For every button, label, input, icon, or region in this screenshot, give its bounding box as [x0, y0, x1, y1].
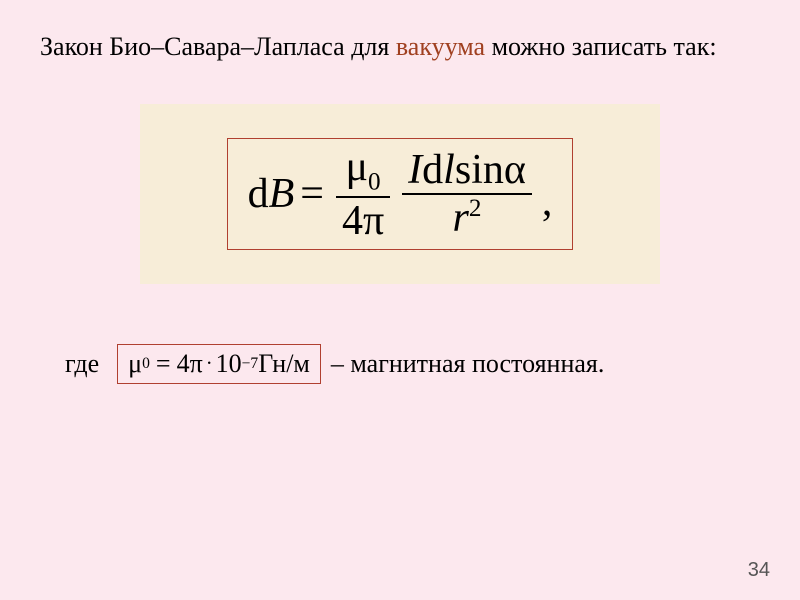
const-eq: = [156, 349, 171, 379]
mu: μ [346, 144, 369, 190]
formula-lhs: dB [248, 170, 295, 218]
fraction-mu0-4pi: μ0 4π [336, 144, 390, 244]
r-squared: 2 [469, 195, 482, 222]
l: l [443, 147, 455, 193]
alpha: α [504, 147, 526, 193]
frac1-denominator: 4π [336, 198, 390, 244]
fraction-idlsin-r2: Idlsinα r2 [402, 147, 532, 241]
const-mu-sub: 0 [142, 355, 150, 373]
heading-part1: Закон Био–Савара–Лапласа для [40, 32, 396, 61]
formula-comma: , [542, 178, 553, 244]
const-dot: · [206, 352, 213, 376]
four: 4 [342, 198, 363, 244]
const-pi: π [190, 349, 203, 379]
const-mu: μ [128, 349, 142, 379]
mu-sub-zero: 0 [368, 168, 381, 195]
main-formula-box: dB = μ0 4π Idlsinα r2 , [227, 138, 574, 250]
heading-highlight: вакуума [396, 32, 485, 61]
constant-row: где μ0 = 4π · 10−7 Гн/м – магнитная пост… [40, 344, 760, 384]
lhs-B: B [269, 171, 295, 217]
const-unit: Гн/м [258, 349, 310, 379]
frac2-denominator: r2 [447, 195, 488, 241]
frac2-numerator: Idlsinα [402, 147, 532, 193]
frac1-numerator: μ0 [340, 144, 387, 196]
heading-part2: можно записать так: [485, 32, 717, 61]
formula-eq: = [300, 170, 324, 218]
constant-description: – магнитная постоянная. [331, 349, 605, 379]
where-label: где [65, 349, 99, 379]
heading: Закон Био–Савара–Лапласа для вакуума мож… [40, 30, 760, 64]
sin: sin [455, 147, 504, 193]
const-exp: −7 [242, 355, 259, 373]
slide: Закон Био–Савара–Лапласа для вакуума мож… [0, 0, 800, 600]
constant-box: μ0 = 4π · 10−7 Гн/м [117, 344, 321, 384]
const-four: 4 [177, 349, 190, 379]
pi: π [363, 198, 384, 244]
const-ten: 10 [216, 349, 242, 379]
r: r [453, 195, 469, 241]
lhs-d: d [248, 171, 269, 217]
page-number: 34 [748, 559, 770, 582]
d: d [422, 147, 443, 193]
formula-area: dB = μ0 4π Idlsinα r2 , [140, 104, 660, 284]
I: I [408, 147, 422, 193]
